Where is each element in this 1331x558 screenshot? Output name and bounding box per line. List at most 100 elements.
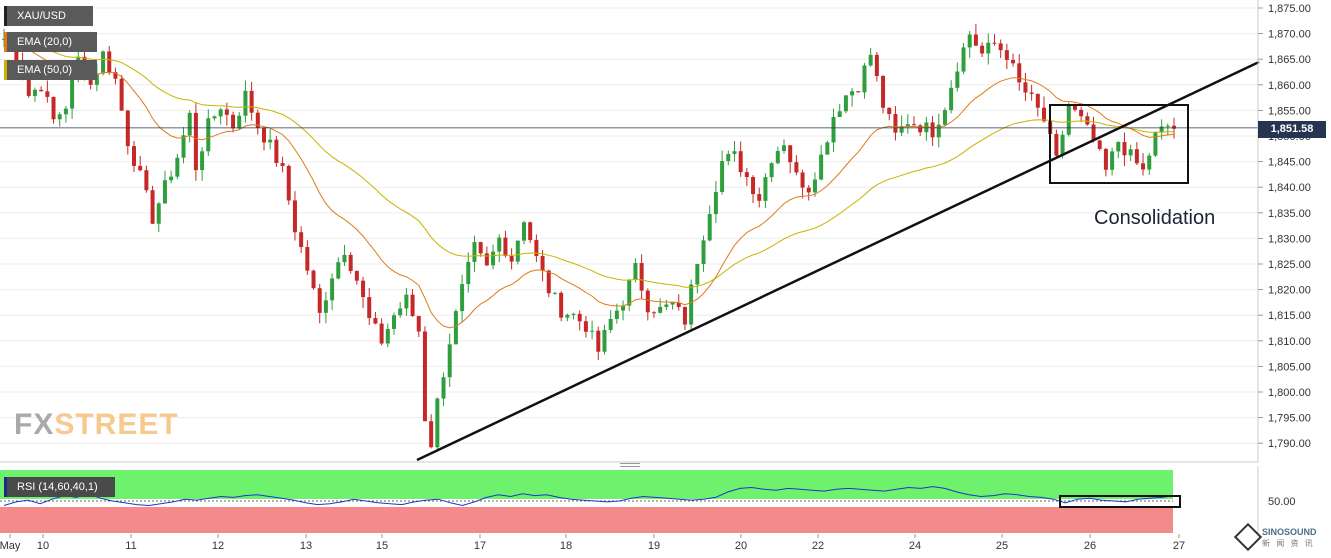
x-tick-label: 19 (648, 540, 660, 552)
candle-body (466, 261, 471, 285)
candle-body (998, 43, 1003, 51)
x-tick-label: 20 (735, 540, 747, 552)
rsi-legend[interactable]: RSI (14,60,40,1) (4, 477, 115, 497)
rsi-chart: 50.00 (0, 466, 1296, 534)
y-tick-label: 1,805.00 (1268, 361, 1311, 373)
candle-body (169, 176, 174, 181)
candle-body (416, 315, 421, 332)
trendline (416, 60, 1260, 462)
candle-body (305, 247, 310, 271)
y-tick-label: 1,845.00 (1268, 157, 1311, 169)
candle-body (1017, 63, 1022, 83)
symbol-label[interactable]: XAU/USD (4, 6, 93, 26)
y-tick-label: 1,835.00 (1268, 208, 1311, 220)
candle-body (385, 328, 390, 344)
candle-body (156, 203, 161, 224)
candle-body (231, 114, 236, 129)
fxstreet-logo: FXSTREET (14, 408, 179, 442)
candle-body (224, 109, 229, 115)
candle-body (491, 251, 496, 266)
y-tick-label: 1,865.00 (1268, 54, 1311, 66)
candle-body (361, 280, 366, 298)
candle-body (317, 288, 322, 313)
candle-body (39, 89, 44, 92)
candle-body (633, 263, 638, 280)
candle-body (1103, 148, 1108, 170)
candle-body (1172, 125, 1176, 129)
candle-body (132, 146, 136, 166)
candle-body (608, 318, 613, 330)
candle-body (831, 117, 836, 143)
candle-body (775, 151, 780, 164)
candle-body (546, 270, 551, 294)
candle-body (534, 240, 539, 257)
candle-body (658, 306, 663, 313)
candle-body (986, 42, 991, 54)
candle-body (701, 240, 706, 264)
candle-body (1004, 50, 1009, 60)
x-tick-label: 27 (1173, 540, 1185, 552)
y-tick-label: 1,815.00 (1268, 310, 1311, 322)
candle-body (274, 139, 279, 164)
candle-body (738, 151, 743, 173)
watermark-sub: 新 闻 资 讯 (1262, 539, 1315, 548)
x-tick-label: 15 (376, 540, 388, 552)
candle-body (1072, 105, 1077, 110)
candle-body (422, 331, 427, 422)
candle-body (967, 34, 972, 48)
candle-body (88, 78, 93, 85)
candle-body (559, 292, 564, 318)
candle-body (1023, 82, 1028, 93)
y-tick-label: 1,840.00 (1268, 182, 1311, 194)
candle-body (342, 254, 347, 263)
price-chart: 1,875.00 1,870.00 1,865.00 1,860.00 1,855.00… (0, 0, 1311, 463)
ema-50-line (3, 38, 1175, 288)
candle-body (435, 398, 440, 448)
ema-20-legend[interactable]: EMA (20,0) (4, 32, 97, 52)
candle-body (14, 45, 19, 60)
candle-body (583, 321, 588, 332)
time-axis-labels: May 10 11 12 13 15 17 18 19 20 22 24 25 26 27 (0, 534, 1185, 552)
x-tick-label: 22 (812, 540, 824, 552)
price-grid (0, 7, 1258, 444)
candle-body (874, 54, 879, 77)
y-tick-label: 1,820.00 (1268, 285, 1311, 297)
candle-body (732, 151, 737, 154)
y-tick-label: 1,875.00 (1268, 3, 1311, 15)
candle-body (726, 153, 731, 162)
candle-body (769, 163, 774, 178)
candle-body (571, 313, 576, 315)
candle-body (812, 179, 817, 193)
candle-body (614, 310, 619, 319)
candle-body (1029, 92, 1034, 94)
y-tick-label: 1,855.00 (1268, 105, 1311, 117)
pane-resize-handle[interactable] (620, 463, 640, 469)
candle-body (311, 270, 316, 289)
candle-body (32, 89, 37, 96)
candle-body (1116, 142, 1121, 152)
candle-body (1011, 59, 1016, 64)
candle-body (837, 111, 842, 118)
candle-body (645, 290, 650, 313)
candle-body (942, 110, 947, 125)
candle-body (410, 294, 415, 316)
candle-body (552, 292, 557, 294)
candle-body (484, 253, 489, 266)
candle-body (936, 124, 941, 138)
x-tick-label: 18 (560, 540, 572, 552)
consolidation-annotation: Consolidation (1094, 207, 1216, 229)
candle-body (187, 112, 192, 136)
candle-body (652, 312, 656, 314)
y-tick-label: 1,830.00 (1268, 233, 1311, 245)
candle-body (806, 187, 811, 193)
candle-body (299, 232, 304, 248)
candle-body (113, 72, 118, 79)
candle-body (862, 65, 867, 93)
candle-body (107, 51, 112, 73)
ema-50-legend[interactable]: EMA (50,0) (4, 60, 97, 80)
candle-body (262, 128, 266, 143)
candle-body (392, 315, 396, 329)
candle-body (590, 330, 595, 332)
x-tick-label: 12 (212, 540, 224, 552)
candle-body (924, 122, 929, 133)
